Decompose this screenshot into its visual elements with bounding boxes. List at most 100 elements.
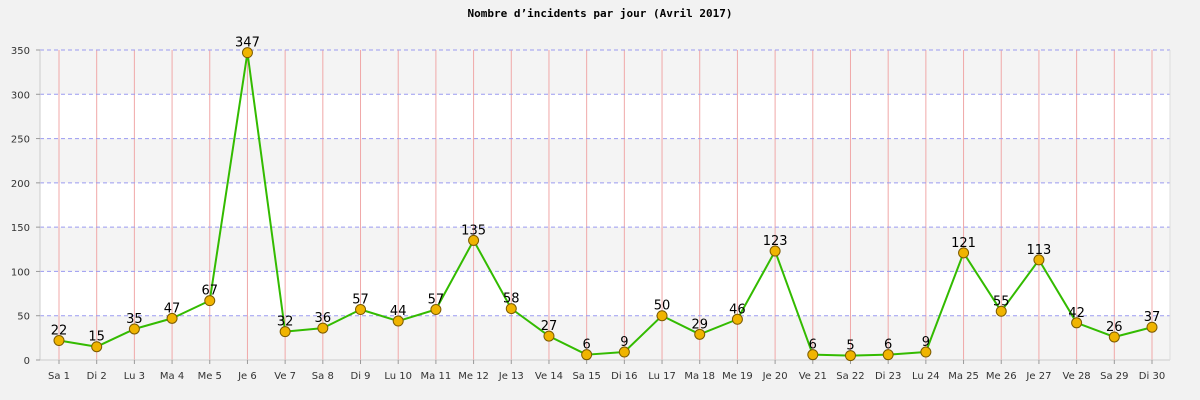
data-point[interactable] [807,349,819,361]
data-point[interactable] [1071,317,1083,329]
data-point[interactable] [543,330,555,342]
data-label: 46 [729,302,746,317]
data-point[interactable] [241,47,253,59]
data-point[interactable] [882,349,894,361]
data-point[interactable] [1108,331,1120,343]
data-point[interactable] [958,247,970,259]
x-tick-label: Sa 1 [48,371,70,382]
y-tick-label: 200 [11,179,30,190]
data-label: 42 [1068,306,1085,321]
y-tick-label: 350 [11,46,30,57]
data-label: 5 [846,339,854,354]
data-point[interactable] [430,304,442,316]
data-label: 36 [315,311,332,326]
data-label: 50 [654,299,671,314]
data-label: 35 [126,312,143,327]
x-tick-label: Di 9 [351,371,371,382]
data-label: 15 [88,330,105,345]
plot-area [40,50,1170,360]
x-tick-label: Je 6 [237,371,257,382]
data-point[interactable] [317,322,329,334]
data-point[interactable] [769,245,781,257]
x-tick-label: Ma 4 [160,371,184,382]
data-label: 26 [1106,320,1123,335]
data-label: 347 [235,36,260,51]
x-tick-label: Ma 11 [421,371,452,382]
data-label: 121 [951,236,976,251]
x-tick-label: Ve 14 [535,371,563,382]
data-label: 113 [1027,243,1052,258]
data-point[interactable] [392,315,404,327]
y-tick-label: 150 [11,223,30,234]
y-tick-label: 300 [11,90,30,101]
data-point[interactable] [505,303,517,315]
x-tick-label: Sa 15 [572,371,600,382]
grid-band [40,227,1170,272]
data-label: 58 [503,292,520,307]
data-point[interactable] [204,295,216,307]
y-tick-label: 100 [11,267,30,278]
data-point[interactable] [279,326,291,338]
data-label: 37 [1144,310,1161,325]
data-point[interactable] [1146,321,1158,333]
data-point[interactable] [166,312,178,324]
data-point[interactable] [581,349,593,361]
x-tick-label: Lu 3 [124,371,145,382]
x-tick-label: Ve 21 [799,371,827,382]
data-label: 9 [922,335,930,350]
x-tick-label: Me 5 [198,371,222,382]
x-tick-label: Ma 18 [684,371,715,382]
data-label: 123 [763,234,788,249]
x-tick-label: Ve 28 [1063,371,1091,382]
y-tick-label: 250 [11,135,30,146]
y-tick-label: 50 [17,312,30,323]
x-tick-label: Me 26 [986,371,1017,382]
x-tick-label: Di 23 [875,371,901,382]
data-point[interactable] [355,304,367,316]
data-label: 57 [352,293,369,308]
x-tick-label: Me 12 [458,371,489,382]
data-point[interactable] [128,323,140,335]
x-tick-label: Sa 22 [836,371,864,382]
x-tick-label: Lu 10 [384,371,412,382]
data-label: 29 [691,317,708,332]
data-label: 67 [201,284,218,299]
data-label: 22 [51,324,68,339]
data-point[interactable] [91,341,103,353]
data-point[interactable] [468,234,480,246]
data-label: 6 [583,338,591,353]
data-point[interactable] [618,346,630,358]
data-label: 6 [884,338,892,353]
chart-title: Nombre d’incidents par jour (Avril 2017) [467,7,733,20]
x-tick-label: Sa 29 [1100,371,1128,382]
data-label: 44 [390,304,407,319]
x-tick-label: Di 30 [1139,371,1165,382]
x-tick-label: Lu 24 [912,371,940,382]
x-tick-label: Ve 7 [274,371,296,382]
data-point[interactable] [920,346,932,358]
data-point[interactable] [53,335,65,347]
data-label: 9 [620,335,628,350]
data-label: 55 [993,294,1010,309]
data-point[interactable] [995,305,1007,317]
data-point[interactable] [844,350,856,362]
data-point[interactable] [656,310,668,322]
data-label: 6 [809,338,817,353]
x-tick-label: Je 13 [498,371,524,382]
data-point[interactable] [731,313,743,325]
grid-band [40,50,1170,95]
grid-layer [40,49,1170,360]
data-label: 57 [428,293,445,308]
data-label: 135 [461,223,486,238]
data-point[interactable] [694,328,706,340]
x-tick-label: Me 19 [722,371,753,382]
x-tick-label: Lu 17 [648,371,676,382]
x-tick-label: Je 27 [1025,371,1051,382]
data-point[interactable] [1033,254,1045,266]
data-label: 32 [277,315,294,330]
x-tick-label: Di 2 [87,371,107,382]
data-label: 27 [541,319,558,334]
x-tick-label: Di 16 [611,371,637,382]
